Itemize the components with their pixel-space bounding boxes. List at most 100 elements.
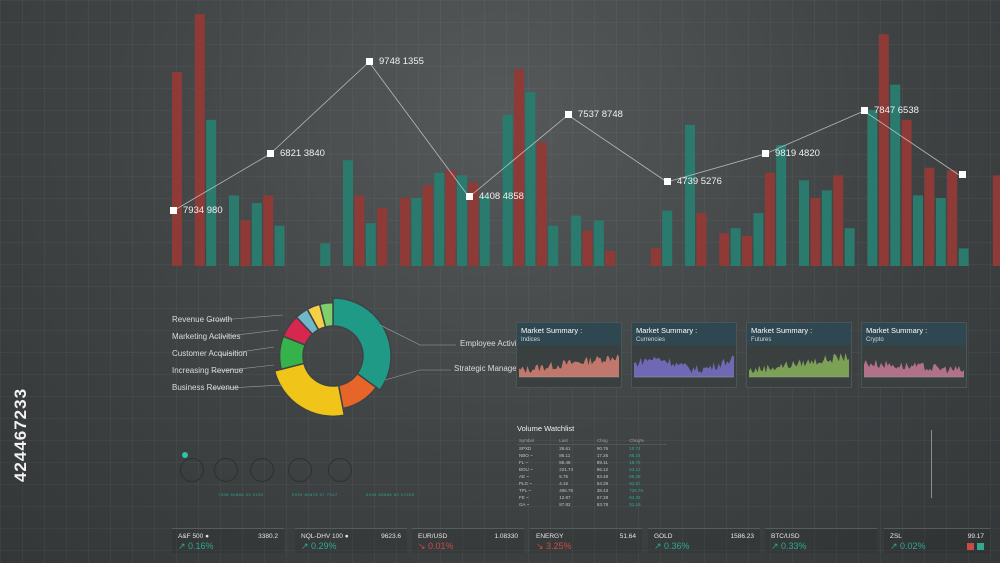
table-row[interactable]: TPL ~ 406.76 38.43 726.76 [517,487,667,494]
table-row[interactable]: GA ~ 87.82 63.78 51.19 [517,501,667,508]
table-cell: NBO ~ [519,453,533,458]
bar [502,114,513,266]
bar [251,203,262,266]
table-row[interactable]: BOU ~ 221.74 96.12 64.12 [517,466,667,473]
bar [730,228,741,266]
table-cell: BOU ~ [519,467,533,472]
donut-label-1: Marketing Activities [172,332,241,341]
ticker-item[interactable]: ENERGY 51.64 ↘ 3.25% [530,528,642,553]
ticker-name: NQL-DHV 100 ● [301,533,349,540]
table-row[interactable]: NBO ~ 86.11 17.26 86.24 [517,452,667,459]
table-cell: 86.48 [559,460,571,465]
table-cell: 64.29 [596,481,609,486]
table-cell: 12.87 [559,495,571,500]
connector-line [567,114,668,183]
volume-watchlist: Volume Watchlist Symbol Last Chng Chng% … [517,424,667,508]
ticker-price: 99.17 [967,533,984,540]
bar [525,92,536,266]
market-panel-indices[interactable]: Market Summary : Indices [516,322,622,388]
table-cell: 84.32 [629,495,641,500]
ticker-change: ↘ 3.25% [536,541,572,551]
bar [867,109,878,266]
panel-title: Market Summary : [636,326,698,335]
data-label-text: 7847 6538 [874,105,919,116]
ticker-change: ↗ 0.33% [771,541,807,551]
ticker-price: 51.64 [619,533,636,540]
table-cell: FE ~ [519,495,529,500]
ticker-name: EUR/USD [418,533,448,540]
table-cell: AE ~ [519,474,529,479]
bar [924,167,935,266]
futures-sparkline [749,352,849,378]
bar [764,172,775,266]
bar [890,84,901,266]
table-cell: SPXD [519,446,532,451]
donut-label-4: Business Revenue [172,383,239,392]
bar [400,198,410,266]
bar-chart [172,14,1000,267]
bar [742,235,752,266]
bar [172,72,182,266]
wheel-caption: 8048 88888 80 07958 [366,492,415,497]
market-panel-crypto[interactable]: Market Summary : Crypto [861,322,967,388]
table-row[interactable]: FL ~ 86.48 89.11 19.72 [517,459,667,466]
panel-subtitle: Indices [521,337,541,343]
bar [844,228,855,266]
table-cell: 64.12 [629,467,641,472]
table-cell: 87.82 [559,502,571,507]
panel-title: Market Summary : [521,326,583,335]
ticker-item[interactable]: GOLD 1586.23 ↗ 0.36% [648,528,760,553]
bar [206,119,217,266]
bar [468,182,479,266]
table-row[interactable]: SPXD 28.61 90.76 10.74 [517,445,667,453]
bar [685,124,695,267]
table-row[interactable]: PLG ~ 4.16 64.29 91.67 [517,480,667,487]
bar [992,175,1000,266]
market-panel-futures[interactable]: Market Summary : Futures [746,322,852,388]
bar [821,190,832,266]
ticker-price: 1.08330 [494,533,519,540]
table-cell: TPL ~ [519,488,531,493]
ticker-item[interactable]: A&F 500 ● 3380.2 ↗ 0.16% [172,528,284,553]
crypto-sparkline [864,359,964,378]
table-row[interactable]: FE ~ 12.87 67.28 84.32 [517,494,667,501]
connector-line [269,61,370,155]
data-label-marker [366,58,373,65]
ticker-name: A&F 500 ● [178,533,210,540]
bar [354,195,365,266]
table-cell: 5.76 [559,474,569,479]
sparkline-area [749,352,849,377]
donut-label-0: Revenue Growth [172,315,233,324]
data-label [959,171,972,178]
stock-id-text: 424467233 [11,387,30,483]
ticker-change: ↗ 0.16% [178,541,214,551]
table-cell: 406.76 [559,488,574,493]
table-cell: 4.16 [559,481,569,486]
up-indicator-icon [977,543,984,550]
data-label-text: 9819 4820 [775,148,820,159]
table-cell: 89.11 [596,460,608,465]
table-row[interactable]: AE ~ 5.76 83.48 86.28 [517,473,667,480]
data-label: 4408 4858 [466,191,524,202]
ticker-item[interactable]: NQL-DHV 100 ● 9623.6 ↗ 0.29% [295,528,407,553]
bar [878,34,889,267]
sparkline-area [864,359,964,377]
bar [947,170,958,266]
data-label: 4739 5276 [664,176,722,187]
market-panel-currencies[interactable]: Market Summary : Currencies [631,322,737,388]
bar [229,195,239,266]
bar [662,210,673,266]
table-cell: 67.28 [596,495,609,500]
donut-label-right-0: Employee Activities [460,339,529,348]
table-cell: 221.74 [559,467,574,472]
wheel-dial [328,458,352,482]
bar [833,175,844,266]
ticker-item[interactable]: ZSL 99.17 ↗ 0.02% [884,528,990,553]
table-cell: PLG ~ [519,481,532,486]
ticker-item[interactable]: BTC/USD ↗ 0.33% [765,528,877,553]
watchlist-title: Volume Watchlist [517,424,575,433]
bar [571,215,581,266]
ticker-item[interactable]: EUR/USD 1.08330 ↘ 0.01% [412,528,524,553]
bar [365,223,376,266]
